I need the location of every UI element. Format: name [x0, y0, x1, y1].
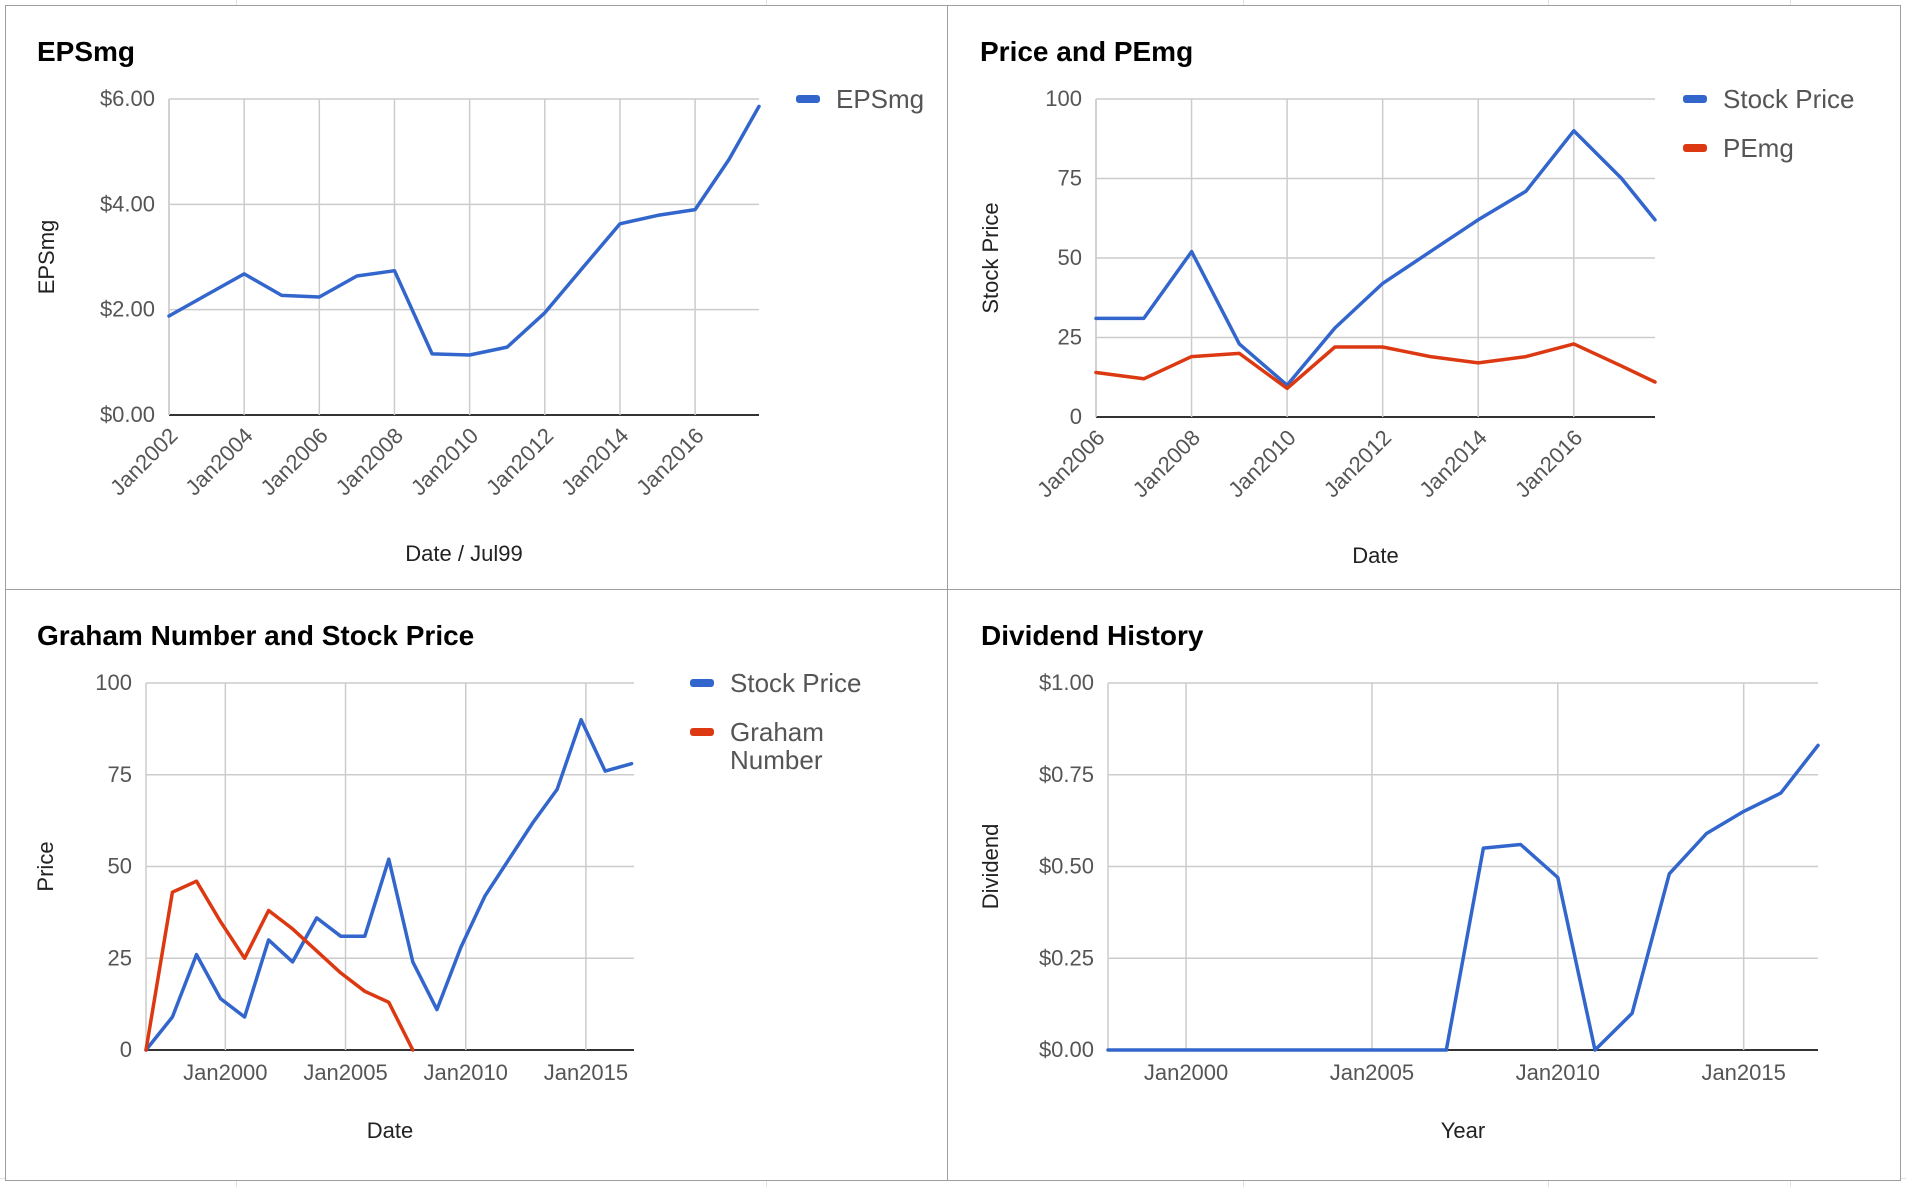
- gridlines: [1095, 98, 1655, 418]
- x-tick-label: Jan2010: [1516, 1060, 1600, 1085]
- chart-panel-dividend[interactable]: Dividend History $0.00 $0.25 $0.50 $0.75 $1.…: [947, 589, 1901, 1181]
- y-tick-label: $6.00: [100, 86, 155, 111]
- x-axis-title: Date: [367, 1118, 413, 1143]
- legend-label: Graham: [730, 717, 824, 747]
- y-axis-title: Stock Price: [978, 202, 1003, 313]
- y-tick-label: 100: [95, 670, 132, 695]
- series-line-pemg: [1094, 342, 1657, 391]
- x-tick-label: Jan2004: [180, 423, 257, 500]
- chart-title: Price and PEmg: [980, 36, 1193, 67]
- x-axis-title: Date / Jul99: [405, 541, 522, 566]
- series-line-graham-number: [144, 879, 415, 1052]
- chart-panel-price-pemg[interactable]: Price and PEmg 0 25 50 75 100 Jan2006 Jan2008 J…: [947, 5, 1901, 591]
- legend-swatch: [690, 728, 714, 736]
- legend-swatch: [690, 679, 714, 687]
- chart-panel-epsmg[interactable]: EPSmg $0.00 $2.00 $4.00 $6.00 Jan2002 Jan2004…: [5, 5, 949, 591]
- chart-graham: Graham Number and Stock Price 0 25 50 75 100…: [33, 620, 862, 1143]
- y-tick-label: 75: [108, 762, 132, 787]
- y-tick-label: $0.75: [1039, 762, 1094, 787]
- y-tick-label: 100: [1045, 86, 1082, 111]
- chart-title: Graham Number and Stock Price: [37, 620, 474, 651]
- gridlines: [1107, 682, 1818, 1051]
- x-tick-label: Jan2005: [303, 1060, 387, 1085]
- series-line-stock-price: [1094, 129, 1657, 387]
- x-tick-label: Jan2006: [1032, 425, 1109, 502]
- y-tick-label: 0: [120, 1037, 132, 1062]
- legend-label: Stock Price: [1723, 84, 1855, 114]
- y-tick-label: $0.50: [1039, 854, 1094, 879]
- y-tick-label: $0.00: [1039, 1037, 1094, 1062]
- x-tick-label: Jan2005: [1330, 1060, 1414, 1085]
- y-tick-label: $0.25: [1039, 945, 1094, 970]
- x-tick-label: Jan2008: [1128, 425, 1205, 502]
- legend-label: EPSmg: [836, 84, 924, 114]
- y-tick-label: 25: [1058, 325, 1082, 350]
- x-tick-label: Jan2016: [631, 423, 708, 500]
- y-tick-label: 0: [1070, 404, 1082, 429]
- y-axis-title: Price: [33, 841, 58, 891]
- x-tick-label: Jan2000: [1144, 1060, 1228, 1085]
- legend-swatch: [1683, 144, 1707, 152]
- legend-swatch: [1683, 95, 1707, 103]
- legend: EPSmg: [796, 84, 924, 114]
- series-line-epsmg: [167, 104, 761, 357]
- legend-label: Number: [730, 745, 823, 775]
- x-tick-label: Jan2002: [105, 423, 182, 500]
- chart-title: EPSmg: [37, 36, 135, 67]
- x-tick-label: Jan2015: [1701, 1060, 1785, 1085]
- series-line-stock-price: [144, 717, 634, 1052]
- x-axis-title: Year: [1441, 1118, 1485, 1143]
- x-tick-label: Jan2014: [1414, 425, 1491, 502]
- x-tick-label: Jan2008: [331, 423, 408, 500]
- x-tick-label: Jan2010: [406, 423, 483, 500]
- chart-panel-graham[interactable]: Graham Number and Stock Price 0 25 50 75 100…: [5, 589, 949, 1181]
- y-tick-label: $2.00: [100, 297, 155, 322]
- legend: Stock Price PEmg: [1683, 84, 1855, 163]
- chart-epsmg: EPSmg $0.00 $2.00 $4.00 $6.00 Jan2002Jan2004…: [34, 36, 924, 566]
- x-tick-label: Jan2012: [481, 423, 558, 500]
- x-tick-label: Jan2015: [544, 1060, 628, 1085]
- x-tick-label: Jan2016: [1510, 425, 1587, 502]
- y-tick-label: 50: [1058, 245, 1082, 270]
- x-axis-title: Date: [1352, 543, 1398, 568]
- series-line-dividend: [1106, 743, 1820, 1052]
- x-tick-label: Jan2000: [183, 1060, 267, 1085]
- x-tick-label: Jan2006: [255, 423, 332, 500]
- y-tick-label: $0.00: [100, 402, 155, 427]
- y-tick-label: $4.00: [100, 191, 155, 216]
- tick-labels: $0.00 $0.25 $0.50 $0.75 $1.00 Jan2000 Jan2005 J…: [1039, 670, 1786, 1085]
- chart-dividend: Dividend History $0.00 $0.25 $0.50 $0.75 $1.…: [978, 620, 1820, 1143]
- series-lines: [144, 717, 634, 1052]
- y-axis-title: Dividend: [978, 824, 1003, 910]
- gridlines: [168, 98, 759, 416]
- x-tick-label: Jan2014: [556, 423, 633, 500]
- tick-labels: 0 25 50 75 100 Jan2000 Jan2005 Jan2010 Jan2015: [95, 670, 628, 1085]
- y-tick-label: 25: [108, 945, 132, 970]
- y-tick-label: 75: [1058, 166, 1082, 191]
- x-tick-label: Jan2010: [1223, 425, 1300, 502]
- x-tick-label: Jan2010: [424, 1060, 508, 1085]
- x-tick-label: Jan2012: [1319, 425, 1396, 502]
- gridlines: [145, 682, 634, 1051]
- series-lines: [1106, 743, 1820, 1052]
- legend-swatch: [796, 95, 820, 103]
- series-lines: [1094, 129, 1657, 391]
- series-lines: [167, 104, 761, 357]
- legend-label: Stock Price: [730, 668, 862, 698]
- legend-label: PEmg: [1723, 133, 1794, 163]
- chart-title: Dividend History: [981, 620, 1204, 651]
- y-tick-label: 50: [108, 854, 132, 879]
- y-axis-title: EPSmg: [34, 220, 59, 295]
- y-tick-label: $1.00: [1039, 670, 1094, 695]
